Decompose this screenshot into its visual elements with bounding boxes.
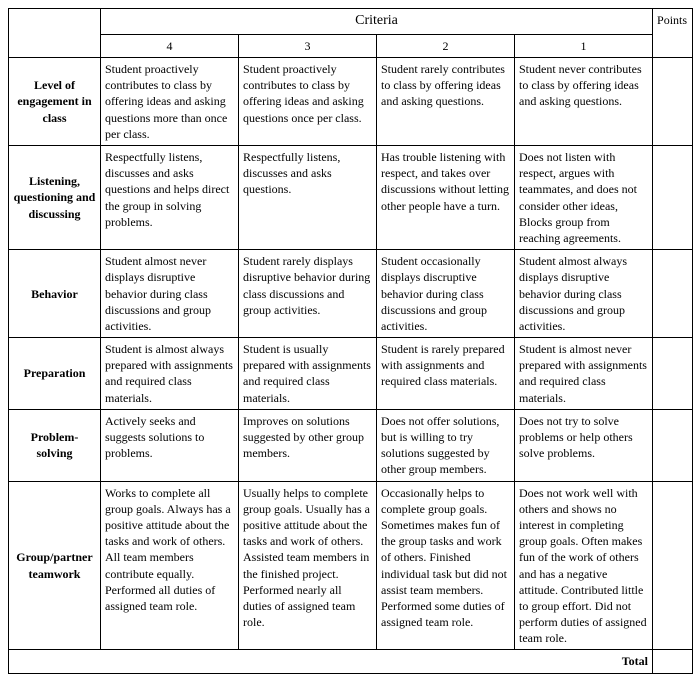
points-cell xyxy=(653,409,693,481)
points-cell xyxy=(653,338,693,410)
total-points-cell xyxy=(653,650,693,673)
cell: Respectfully listens, discusses and asks… xyxy=(101,146,239,250)
criteria-header: Criteria xyxy=(101,9,653,35)
row-label-listening: Listening, questioning and discussing xyxy=(9,146,101,250)
cell: Does not listen with respect, argues wit… xyxy=(515,146,653,250)
points-header: Points xyxy=(653,9,693,58)
total-row: Total xyxy=(9,650,693,673)
cell: Student is usually prepared with assignm… xyxy=(239,338,377,410)
cell: Does not work well with others and shows… xyxy=(515,481,653,650)
cell: Improves on solutions suggested by other… xyxy=(239,409,377,481)
cell: Student rarely contributes to class by o… xyxy=(377,58,515,146)
cell: Student proactively contributes to class… xyxy=(239,58,377,146)
cell: Usually helps to complete group goals. U… xyxy=(239,481,377,650)
cell: Student almost always displays disruptiv… xyxy=(515,250,653,338)
cell: Student proactively contributes to class… xyxy=(101,58,239,146)
row-label-engagement: Level of engagement in class xyxy=(9,58,101,146)
cell: Student rarely displays disruptive behav… xyxy=(239,250,377,338)
row-label-problem-solving: Problem-solving xyxy=(9,409,101,481)
table-row: Problem-solving Actively seeks and sugge… xyxy=(9,409,693,481)
header-row-2: 4 3 2 1 xyxy=(9,34,693,57)
table-row: Group/partner teamwork Works to complete… xyxy=(9,481,693,650)
table-row: Behavior Student almost never displays d… xyxy=(9,250,693,338)
cell: Does not try to solve problems or help o… xyxy=(515,409,653,481)
score-3: 3 xyxy=(239,34,377,57)
cell: Student occasionally displays discruptiv… xyxy=(377,250,515,338)
points-cell xyxy=(653,250,693,338)
cell: Student almost never displays disruptive… xyxy=(101,250,239,338)
table-row: Level of engagement in class Student pro… xyxy=(9,58,693,146)
row-label-behavior: Behavior xyxy=(9,250,101,338)
points-cell xyxy=(653,481,693,650)
table-row: Preparation Student is almost always pre… xyxy=(9,338,693,410)
cell: Student never contributes to class by of… xyxy=(515,58,653,146)
corner-blank xyxy=(9,9,101,58)
score-1: 1 xyxy=(515,34,653,57)
cell: Occasionally helps to complete group goa… xyxy=(377,481,515,650)
cell: Actively seeks and suggests solutions to… xyxy=(101,409,239,481)
points-cell xyxy=(653,58,693,146)
cell: Student is almost never prepared with as… xyxy=(515,338,653,410)
cell: Has trouble listening with respect, and … xyxy=(377,146,515,250)
row-label-teamwork: Group/partner teamwork xyxy=(9,481,101,650)
cell: Student is rarely prepared with assignme… xyxy=(377,338,515,410)
rubric-table: Criteria Points 4 3 2 1 Level of engagem… xyxy=(8,8,693,674)
header-row-1: Criteria Points xyxy=(9,9,693,35)
row-label-preparation: Preparation xyxy=(9,338,101,410)
cell: Respectfully listens, discusses and asks… xyxy=(239,146,377,250)
rubric-body: Level of engagement in class Student pro… xyxy=(9,58,693,674)
cell: Works to complete all group goals. Alway… xyxy=(101,481,239,650)
total-label: Total xyxy=(9,650,653,673)
score-2: 2 xyxy=(377,34,515,57)
table-row: Listening, questioning and discussing Re… xyxy=(9,146,693,250)
cell: Student is almost always prepared with a… xyxy=(101,338,239,410)
points-cell xyxy=(653,146,693,250)
cell: Does not offer solutions, but is willing… xyxy=(377,409,515,481)
score-4: 4 xyxy=(101,34,239,57)
